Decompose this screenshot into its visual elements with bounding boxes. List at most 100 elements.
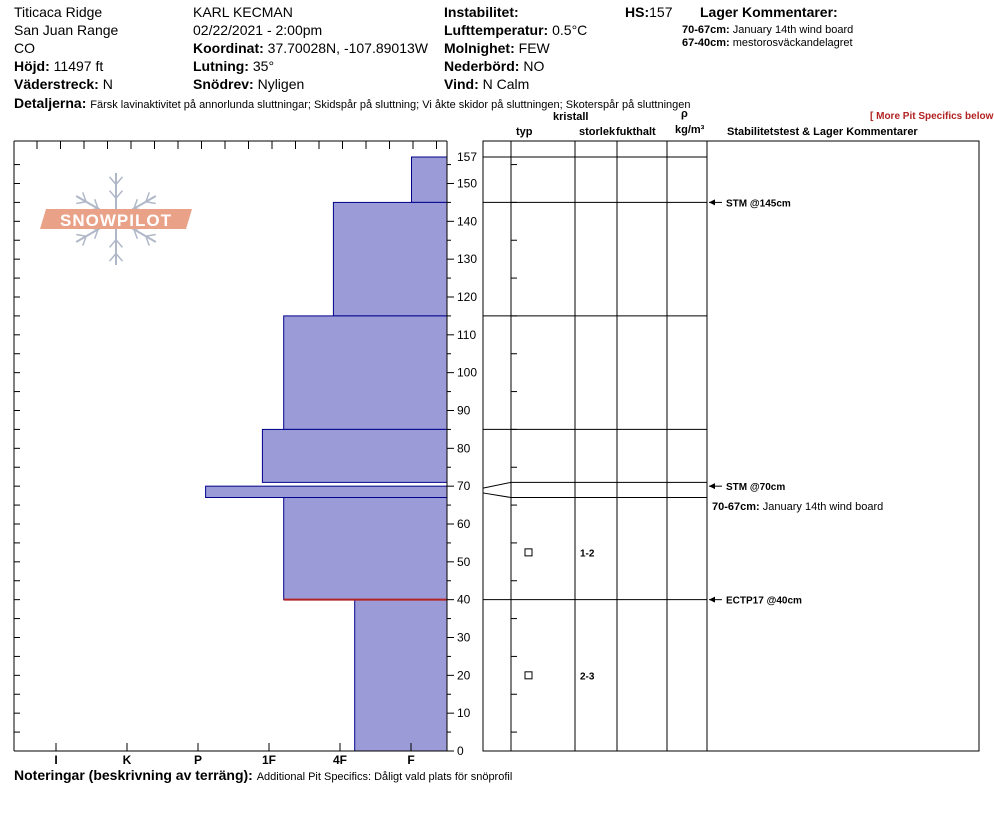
snowflake-branch [115,239,124,248]
depth-tick-label: 0 [457,744,464,758]
crystal-header: kristall [553,111,589,123]
snowflake-branch [108,253,117,262]
slope-angle: Lutning: 35° [193,58,274,74]
aspect-label: Väderstreck: [14,76,99,92]
depth-tick-label: 50 [457,555,471,569]
depth-tick-label: 130 [457,252,477,266]
hardness-tick-label: I [54,753,57,767]
snowflake-branch [93,229,99,240]
snowflake-branch [82,235,87,246]
hardness-bar [205,485,448,499]
notes-label: Noteringar (beskrivning av terräng): [14,767,253,783]
snowflake-branch [145,235,150,246]
depth-tick-label: 80 [457,441,471,455]
depth-tick-label: 140 [457,214,477,228]
depth-tick-label: 90 [457,403,471,417]
elevation-label: Höjd: [14,58,50,74]
logo-text: SNOWPILOT [60,211,172,230]
snowflake-branch [82,192,87,203]
test-arrow-head [709,483,715,490]
hardness-profile [205,156,448,752]
snowflake-branch [93,198,99,209]
sky-value: FEW [518,40,550,56]
layer-comment-1-range: 70-67cm: [682,24,730,36]
depth-tick-label: 30 [457,630,471,644]
snowflake-branch [115,176,124,185]
layer-note-text: January 14th wind board [763,501,883,513]
depth-tick-label: 10 [457,706,471,720]
elevation-value: 11497 ft [53,58,104,74]
snowflake-branch [76,233,87,237]
test-arrow-head [709,596,715,603]
more-pit-specifics-link[interactable]: [ More Pit Specifics below ] [870,111,994,122]
snowflake-branch [145,192,150,203]
hardness-tick-label: 4F [333,753,347,767]
snowflake-branch [145,201,156,205]
location: Titicaca Ridge [14,4,103,20]
airtemp-value: 0.5°C [552,22,588,38]
slope-value: 35° [252,58,275,74]
type-header: typ [516,126,533,138]
coordinates-label: Koordinat: [193,40,264,56]
snow-height: HS:157 [625,4,672,20]
hardness-tick-label: K [123,753,132,767]
notes: Noteringar (beskrivning av terräng): Add… [14,767,512,784]
depth-tick-label: 150 [457,176,477,190]
slope-label: Lutning: [193,58,249,74]
aspect: Väderstreck: N [14,76,113,92]
layer-comment-2: 67-40cm: mestorosväckandelagret [682,37,853,50]
hardness-bar [354,599,448,752]
state: CO [14,40,35,56]
hardness-bar [283,497,448,601]
chart-frame [13,140,448,752]
aspect-value: N [102,76,113,92]
density-symbol: ρ [681,108,688,120]
instability-label: Instabilitet: [444,4,519,20]
wind-value: N Calm [482,76,530,92]
snowflake-branch [133,198,139,209]
layer-comment-1: 70-67cm: January 14th wind board [682,24,853,37]
grain-size-label: 1-2 [580,548,595,559]
airtemp-label: Lufttemperatur: [444,22,549,38]
layer-table: 1-2 2-3 STM @145cm STM @70cm ECTP17 @40cm 70-… [482,140,980,752]
depth-tick-label: 20 [457,668,471,682]
layer-comment-1-text: January 14th wind board [732,24,854,36]
layer-boundary [482,481,707,489]
precip-label: Nederbörd: [444,58,520,74]
depth-tick-label: 120 [457,290,477,304]
hardness-tick-label: 1F [262,753,276,767]
grain-symbol [524,548,533,557]
wind: Vind: N Calm [444,76,529,92]
stability-test-label: ECTP17 @40cm [726,596,802,607]
hardness-tick-label: P [194,753,202,767]
mountain-range: San Juan Range [14,22,119,38]
snowflake-branch [108,190,117,199]
elevation: Höjd: 11497 ft [14,58,103,74]
drift-label: Snödrev: [193,76,254,92]
depth-tick-label: 60 [457,517,471,531]
snowflake-branch [108,239,117,248]
coordinates-value: 37.70028N, -107.89013W [267,40,428,56]
snowpilot-logo: SNOWPILOT [40,173,192,265]
snowflake-branch [133,229,139,240]
stability-header: Stabilitetstest & Lager Kommentarer [727,126,918,138]
snowflake-branch [115,190,124,199]
depth-tick-label: 157 [457,150,477,164]
hardness-bar [261,428,448,483]
layer-comment-2-range: 67-40cm: [682,37,730,49]
layer-comments-title: Lager Kommentarer: [700,4,838,20]
size-header: storlek [579,126,616,138]
depth-tick-label: 110 [457,328,476,342]
layer-boundary [482,492,707,499]
precip-value: NO [523,58,545,74]
precipitation: Nederbörd: NO [444,58,544,74]
layer-note-range: 70-67cm: [712,501,763,513]
snowflake-branch [108,176,117,185]
hs-value: 157 [649,4,673,20]
notes-value: Additional Pit Specifics: Dåligt vald pl… [256,771,513,783]
layer-comment-2-text: mestorosväckandelagret [732,37,853,49]
observer: KARL KECMAN [193,4,293,20]
layer-table-frame [482,140,980,752]
details-value: Färsk lavinaktivitet på annorlunda slutt… [90,99,691,111]
logo-banner [40,209,192,229]
